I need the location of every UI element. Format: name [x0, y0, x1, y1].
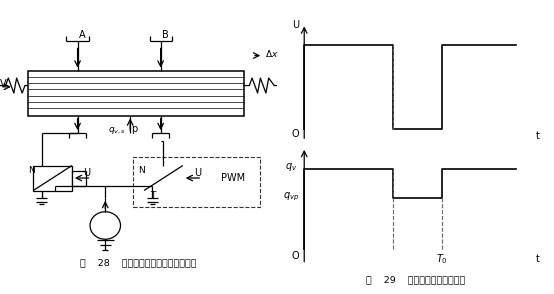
Text: $q_{vp}$: $q_{vp}$ — [284, 191, 300, 203]
Text: t: t — [536, 131, 539, 141]
Bar — [33, 166, 72, 191]
Text: U: U — [194, 168, 201, 178]
Bar — [208, 168, 258, 188]
Bar — [183, 171, 197, 186]
Text: 图    28    数字式多路换向阀的简化模型: 图 28 数字式多路换向阀的简化模型 — [80, 258, 197, 268]
Bar — [28, 71, 244, 116]
Bar — [72, 171, 86, 186]
Text: V: V — [0, 79, 6, 89]
Text: T: T — [150, 191, 155, 200]
Text: 图    29    高速开关阀的理想特性: 图 29 高速开关阀的理想特性 — [366, 275, 465, 284]
Text: U: U — [83, 168, 90, 178]
Text: p: p — [132, 124, 138, 134]
Text: U: U — [292, 20, 299, 30]
Text: $T_0$: $T_0$ — [436, 253, 448, 266]
Text: $q_v$: $q_v$ — [285, 161, 297, 173]
Text: PWM: PWM — [220, 173, 245, 183]
Text: B: B — [162, 30, 169, 40]
Text: T: T — [39, 191, 44, 200]
Bar — [144, 166, 183, 191]
Text: $q_{v,s}$: $q_{v,s}$ — [108, 125, 126, 136]
Text: $\Delta x$: $\Delta x$ — [265, 48, 278, 59]
Text: O: O — [292, 251, 300, 261]
Text: A: A — [79, 30, 85, 40]
Text: N: N — [138, 166, 145, 175]
Text: N: N — [28, 166, 34, 175]
Bar — [133, 157, 260, 207]
Text: O: O — [292, 129, 300, 139]
Text: t: t — [536, 253, 539, 263]
